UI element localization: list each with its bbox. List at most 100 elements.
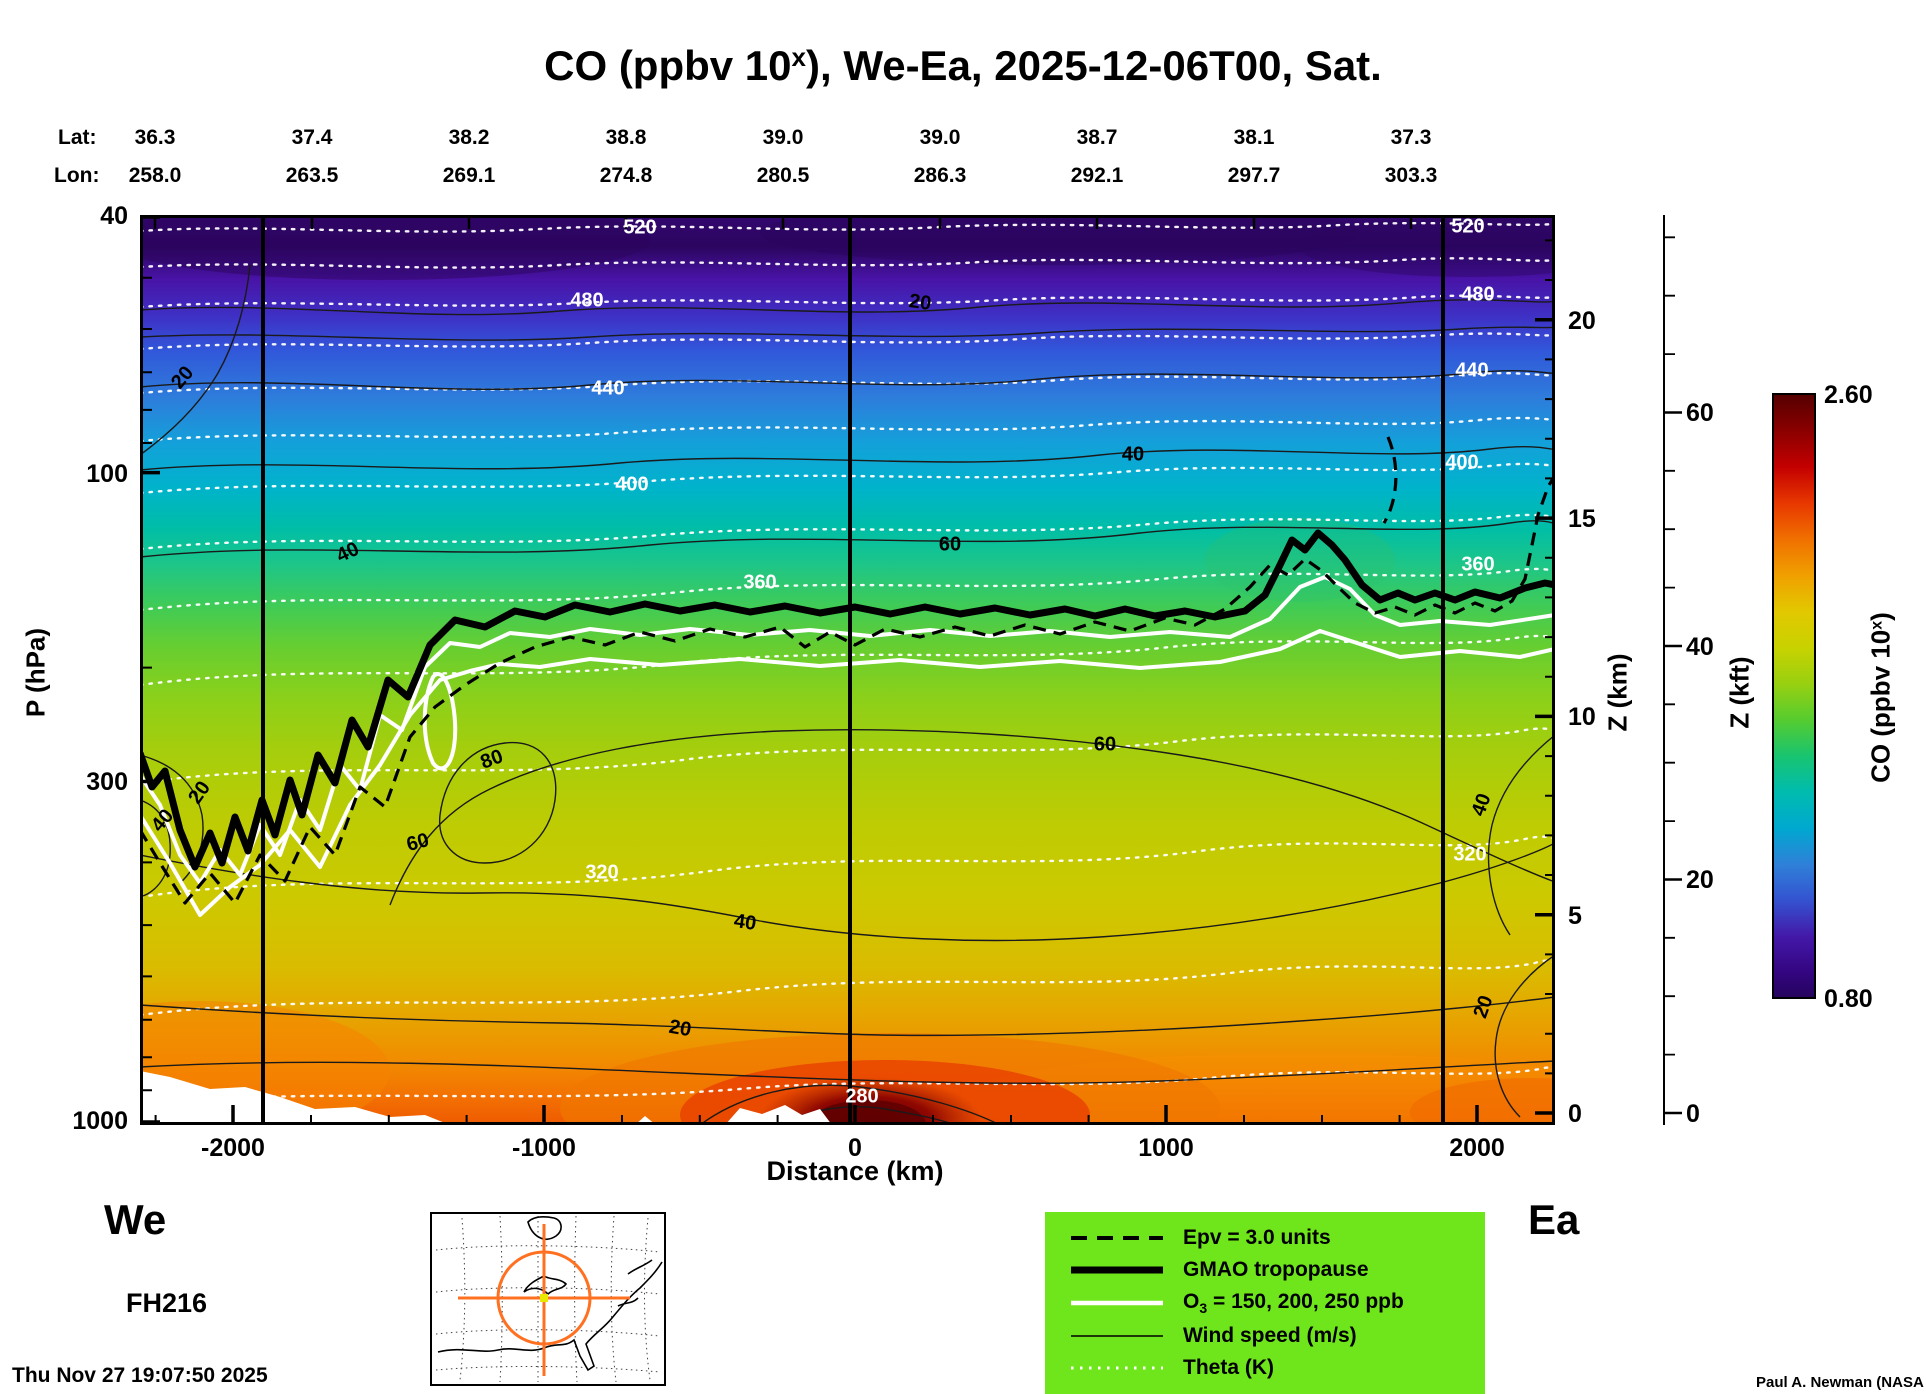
west-endpoint-label: We — [104, 1196, 167, 1243]
theta-contour-label: 360 — [743, 571, 777, 594]
colorbar-min-label: 0.80 — [1824, 985, 1873, 1013]
wind-contour-label: 40 — [732, 910, 758, 935]
legend-item-epv: Epv = 3.0 units — [1045, 1226, 1485, 1250]
longitude-row: Lon: 258.0 263.5 269.1 274.8 280.5 286.3… — [0, 164, 1926, 190]
map-graticule — [435, 1215, 661, 1383]
credit-text: Paul A. Newman (NASA — [1756, 1374, 1924, 1391]
theta-contour-label: 440 — [1455, 359, 1489, 382]
legend-item-wind: Wind speed (m/s) — [1045, 1324, 1485, 1348]
z-kft-tick-label: 20 — [1686, 866, 1714, 894]
co-colorbar — [1772, 393, 1816, 999]
legend-label: GMAO tropopause — [1183, 1257, 1369, 1281]
theta-contour-label: 320 — [1453, 843, 1487, 866]
co-fill-background — [10, 200, 1650, 1183]
lon-value: 258.0 — [128, 164, 182, 187]
lon-prefix: Lon: — [54, 164, 100, 187]
z-km-tick-label: 20 — [1568, 307, 1596, 335]
z-kft-tick-label: 0 — [1686, 1100, 1700, 1128]
distance-tick-label: 2000 — [1449, 1134, 1505, 1162]
lon-value: 286.3 — [913, 164, 967, 187]
lat-value: 37.4 — [291, 126, 333, 149]
z-km-tick-label: 5 — [1568, 902, 1582, 930]
lat-value: 38.7 — [1076, 126, 1118, 149]
legend-line-dotted-icon — [1071, 1366, 1163, 1370]
legend-line-thick-icon — [1071, 1266, 1163, 1274]
epv-contour — [138, 436, 1557, 905]
colorbar-title-superscript: x — [1868, 620, 1886, 630]
wind-contour-label: 20 — [907, 290, 933, 315]
distance-tick-label: 0 — [848, 1134, 862, 1162]
lat-value: 39.0 — [919, 126, 961, 149]
ozone-contours — [138, 575, 1556, 917]
lat-value: 38.1 — [1233, 126, 1275, 149]
title-text: CO (ppbv 10 — [544, 42, 792, 89]
wind-speed-contours — [139, 264, 1556, 1126]
legend-item-tropopause: GMAO tropopause — [1045, 1258, 1485, 1282]
legend-label-tail: = 150, 200, 250 ppb — [1207, 1289, 1404, 1313]
latitude-row: Lat: 36.3 37.4 38.2 38.8 39.0 39.0 38.7 … — [0, 126, 1926, 152]
map-section-marker — [458, 1224, 630, 1376]
theta-contour-label: 280 — [845, 1085, 879, 1108]
legend-label: Wind speed (m/s) — [1183, 1324, 1357, 1348]
z-km-tick-label: 15 — [1568, 505, 1596, 533]
theta-contours — [138, 221, 1557, 1105]
theta-contour-label: 400 — [615, 473, 649, 496]
creation-timestamp: Thu Nov 27 19:07:50 2025 — [12, 1364, 268, 1387]
lat-value: 37.3 — [1390, 126, 1432, 149]
theta-contour-label: 520 — [1451, 215, 1485, 238]
theta-contour-label: 440 — [591, 377, 625, 400]
z-km-tick-label: 0 — [1568, 1100, 1582, 1128]
z-km-tick-label: 10 — [1568, 703, 1596, 731]
theta-contour-label: 480 — [570, 289, 604, 312]
legend-label: Theta (K) — [1183, 1355, 1274, 1379]
lon-value: 297.7 — [1227, 164, 1281, 187]
theta-contour-label: 360 — [1461, 553, 1495, 576]
plot-legend: Epv = 3.0 units GMAO tropopause O3 = 150… — [1045, 1212, 1485, 1394]
distance-tick-label: -1000 — [512, 1134, 576, 1162]
distance-axis-label: Distance (km) — [766, 1156, 944, 1186]
pressure-tick-label: 40 — [100, 202, 128, 230]
plot-canvas — [10, 200, 1650, 1183]
lon-value: 303.3 — [1384, 164, 1438, 187]
theta-contour-label: 480 — [1461, 283, 1495, 306]
wind-contour-label: 40 — [1121, 443, 1145, 466]
lon-value: 274.8 — [599, 164, 653, 187]
page-title: CO (ppbv 10x), We-Ea, 2025-12-06T00, Sat… — [0, 42, 1926, 90]
colorbar-max-label: 2.60 — [1824, 381, 1873, 409]
wind-contour-label: 60 — [938, 533, 962, 556]
co-cross-section-plot: 520 520 480 480 440 440 400 400 360 360 … — [10, 200, 1650, 1183]
distance-tick-label: -2000 — [201, 1134, 265, 1162]
lat-value: 39.0 — [762, 126, 804, 149]
legend-line-thin-icon — [1071, 1335, 1163, 1337]
legend-label-subscript: 3 — [1199, 1300, 1208, 1317]
lat-value: 38.2 — [448, 126, 490, 149]
lat-prefix: Lat: — [58, 126, 97, 149]
title-text-tail: ), We-Ea, 2025-12-06T00, Sat. — [806, 42, 1382, 89]
legend-label: Epv = 3.0 units — [1183, 1225, 1331, 1249]
map-coastlines — [437, 1216, 663, 1372]
wind-contour-label: 60 — [1093, 733, 1117, 756]
legend-line-dashed-icon — [1071, 1235, 1163, 1240]
pressure-tick-label: 300 — [86, 768, 128, 796]
theta-contour-label: 320 — [585, 861, 619, 884]
pressure-axis-label: P (hPa) — [20, 627, 51, 718]
legend-label-text: O — [1183, 1289, 1200, 1313]
z-kft-tick-label: 60 — [1686, 399, 1714, 427]
section-lines — [261, 215, 1445, 1125]
east-endpoint-label: Ea — [1528, 1196, 1580, 1243]
wind-contour-label: 20 — [667, 1015, 693, 1042]
legend-line-white-icon — [1071, 1300, 1163, 1306]
pressure-tick-label: 100 — [86, 460, 128, 488]
lon-value: 263.5 — [285, 164, 339, 187]
axis-ticks — [140, 215, 1555, 1125]
legend-item-theta: Theta (K) — [1045, 1356, 1485, 1380]
lon-value: 292.1 — [1070, 164, 1124, 187]
legend-label: O3 = 150, 200, 250 ppb — [1183, 1290, 1404, 1316]
z-kft-tick-label: 40 — [1686, 633, 1714, 661]
colorbar-title-text: CO (ppbv 10 — [1865, 629, 1896, 783]
pressure-tick-label: 1000 — [72, 1107, 128, 1135]
theta-contour-label: 520 — [623, 216, 657, 239]
map-inset — [430, 1212, 666, 1386]
z-km-axis-label: Z (km) — [1602, 653, 1633, 732]
